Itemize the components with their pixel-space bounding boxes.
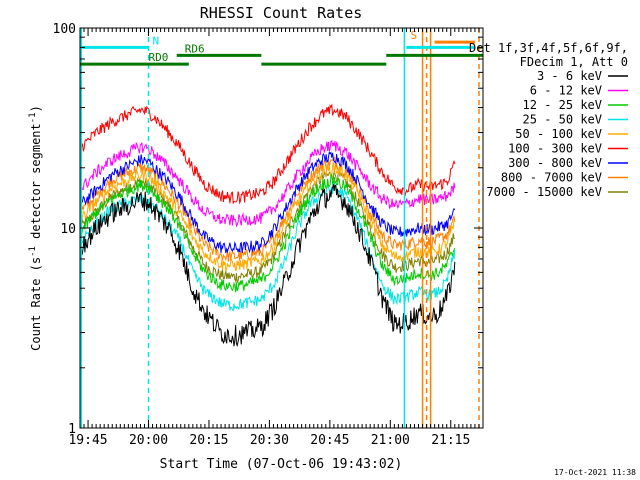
series-line-100-300-kev xyxy=(79,103,456,205)
y-tick-label-1: 10 xyxy=(60,222,76,237)
series-line-300-800-kev xyxy=(79,150,456,254)
x-tick-label-4: 20:45 xyxy=(310,433,349,448)
legend-label-4: 50 - 100 keV xyxy=(515,127,602,141)
x-tick-label-6: 21:15 xyxy=(431,433,470,448)
series-line-50-100-kev xyxy=(79,162,456,273)
legend-label-7: 800 - 7000 keV xyxy=(501,171,602,185)
y-tick-label-2: 100 xyxy=(53,22,76,37)
legend-label-8: 7000 - 15000 keV xyxy=(486,185,602,199)
series-line-6-12-kev xyxy=(79,139,456,228)
series-line-12-25-kev xyxy=(79,172,456,293)
legend-label-3: 25 - 50 keV xyxy=(523,113,602,127)
x-axis-label: Start Time (07-Oct-06 19:43:02) xyxy=(160,457,403,472)
x-tick-label-3: 20:30 xyxy=(250,433,289,448)
legend-label-5: 100 - 300 keV xyxy=(508,142,602,156)
y-tick-label-0: 1 xyxy=(68,422,76,437)
mode-bar-label-0: N xyxy=(153,34,160,47)
date-stamp: 17-Oct-2021 11:38 xyxy=(554,468,636,477)
x-tick-label-2: 20:15 xyxy=(189,433,228,448)
mode-bar-label-2: RD6 xyxy=(185,42,205,55)
legend-title-line-2: FDecim 1, Att 0 xyxy=(520,55,628,69)
legend-label-2: 12 - 25 keV xyxy=(523,98,602,112)
legend-label-6: 300 - 800 keV xyxy=(508,156,602,170)
plot-series-group xyxy=(79,103,456,348)
mode-bar-label-6: S xyxy=(410,29,417,42)
legend-label-0: 3 - 6 keV xyxy=(537,69,602,83)
y-axis-label: Count Rate (s-1 detector segment-1) xyxy=(28,105,43,351)
chart-title: RHESSI Count Rates xyxy=(200,4,363,22)
mode-bar-label-1: RD0 xyxy=(149,51,169,64)
series-line-25-50-kev xyxy=(79,181,456,312)
legend-label-1: 6 - 12 keV xyxy=(530,84,602,98)
x-tick-label-0: 19:45 xyxy=(68,433,107,448)
series-line-3-6-kev xyxy=(79,184,456,348)
axes-group: 19:45 20:00 20:15 20:30 20:45 21:00 21:15 1 10 10… xyxy=(53,22,484,448)
legend: Det 1f,3f,4f,5f,6f,9f, FDecim 1, Att 0 3… xyxy=(469,41,628,199)
legend-title-line-1: Det 1f,3f,4f,5f,6f,9f, xyxy=(469,41,628,55)
x-tick-label-1: 20:00 xyxy=(129,433,168,448)
plot-annotations: N RD0 RD6 S xyxy=(80,28,483,428)
x-tick-label-5: 21:00 xyxy=(371,433,410,448)
